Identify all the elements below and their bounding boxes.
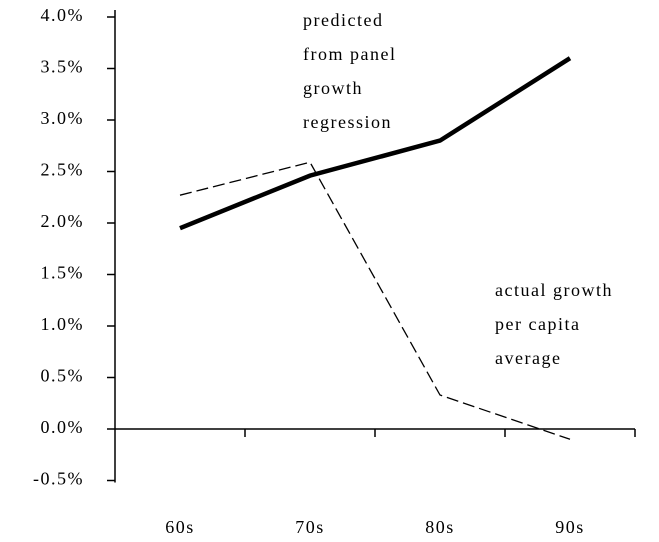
y-tick-label: 1.5% [41,263,85,283]
line-series [179,161,571,440]
annotation: per capita [495,314,580,334]
y-tick-label: 3.5% [41,57,85,77]
annotation: regression [303,112,392,132]
y-tick-label: 4.0% [41,5,85,25]
annotation: actual growth [495,280,613,300]
line-series [179,56,572,231]
y-tick-label: 0.0% [41,417,85,437]
y-tick-label: 2.0% [41,211,85,231]
y-tick-label: 3.0% [41,108,85,128]
x-tick-label: 70s [295,517,325,537]
annotation: growth [303,78,363,98]
y-tick-label: 1.0% [41,314,85,334]
annotation: predicted [303,10,383,30]
y-tick-label: -0.5% [33,469,84,489]
annotation: from panel [303,44,396,64]
y-tick-label: 2.5% [41,160,85,180]
x-tick-label: 80s [425,517,455,537]
x-tick-label: 60s [165,517,195,537]
annotation: average [495,348,561,368]
x-tick-label: 90s [555,517,585,537]
y-tick-label: 0.5% [41,366,85,386]
